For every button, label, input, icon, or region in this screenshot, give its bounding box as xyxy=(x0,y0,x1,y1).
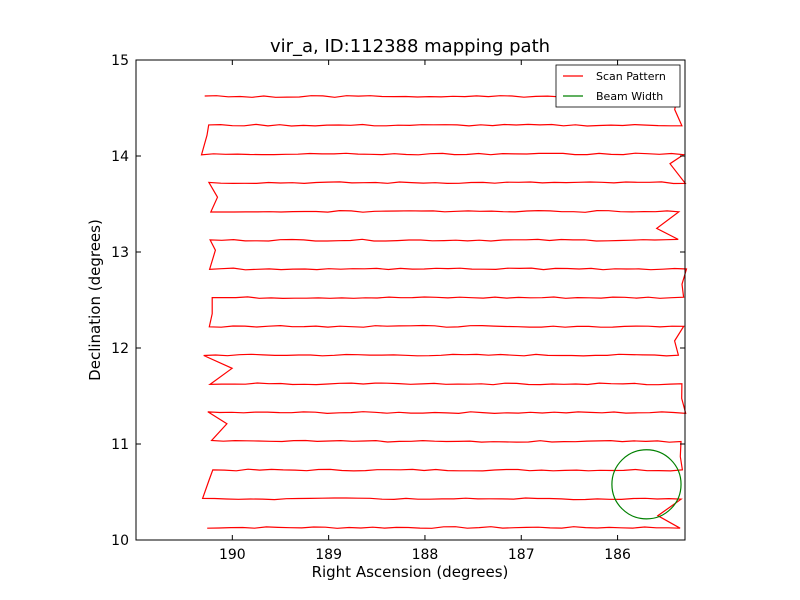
x-tick-label: 188 xyxy=(412,547,439,563)
chart-title: vir_a, ID:112388 mapping path xyxy=(270,36,550,57)
x-tick-label: 190 xyxy=(219,547,246,563)
y-tick-label: 12 xyxy=(111,341,129,357)
y-tick-label: 10 xyxy=(111,533,129,549)
y-tick-label: 14 xyxy=(111,149,129,165)
series-layer xyxy=(200,95,688,529)
y-tick-label: 15 xyxy=(111,53,129,69)
y-axis: 10 11 12 13 14 15 xyxy=(111,53,685,549)
y-tick-label: 11 xyxy=(111,437,129,453)
legend: Scan Pattern Beam Width xyxy=(555,64,681,108)
plot-frame xyxy=(135,59,686,541)
x-axis-label: Right Ascension (degrees) xyxy=(312,563,509,581)
legend-label-scan-pattern: Scan Pattern xyxy=(596,70,666,83)
x-tick-label: 186 xyxy=(604,547,631,563)
x-tick-label: 187 xyxy=(508,547,535,563)
y-tick-label: 13 xyxy=(111,245,129,261)
legend-box xyxy=(555,64,681,108)
scan-pattern-line xyxy=(200,95,688,529)
y-axis-label: Declination (degrees) xyxy=(86,219,104,381)
legend-label-beam-width: Beam Width xyxy=(596,90,663,103)
plot-background xyxy=(136,60,685,540)
x-tick-label: 189 xyxy=(315,547,342,563)
plot-area xyxy=(135,59,688,541)
x-axis: 190 189 188 187 186 xyxy=(219,60,631,563)
beam-width-circle xyxy=(611,449,682,520)
